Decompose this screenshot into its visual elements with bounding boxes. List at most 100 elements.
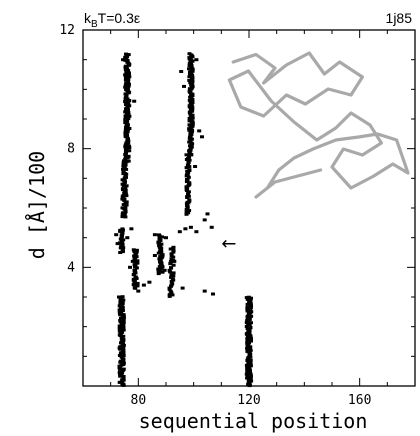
data-point	[123, 210, 128, 214]
data-point	[123, 163, 128, 167]
data-point	[245, 305, 250, 309]
data-point	[249, 321, 253, 325]
data-point	[124, 107, 129, 111]
data-point	[248, 361, 253, 365]
data-point	[244, 325, 249, 328]
data-point	[248, 306, 253, 309]
data-point	[125, 60, 130, 64]
data-point	[124, 52, 128, 56]
y-tick-label: 8	[67, 142, 75, 157]
data-point	[132, 263, 137, 267]
data-point	[121, 327, 126, 331]
y-axis: 4 8 12	[59, 23, 415, 357]
data-point	[118, 310, 123, 313]
data-point	[185, 169, 190, 173]
data-point	[123, 215, 128, 219]
data-point	[172, 259, 177, 263]
data-point	[117, 354, 122, 357]
data-point	[244, 363, 249, 367]
data-point	[245, 349, 250, 353]
data-point	[202, 289, 207, 293]
data-point	[126, 69, 131, 73]
data-point	[132, 286, 137, 290]
data-point	[141, 283, 146, 287]
data-point	[152, 233, 157, 237]
data-point	[131, 277, 136, 281]
data-point	[158, 255, 163, 259]
data-point	[205, 212, 210, 216]
data-point	[123, 200, 128, 204]
data-point	[248, 348, 253, 352]
data-point	[131, 283, 136, 287]
data-point	[117, 295, 121, 299]
data-point	[132, 99, 137, 103]
data-point	[121, 345, 126, 349]
annotation-arrow: ←	[221, 234, 236, 255]
data-point	[190, 113, 195, 117]
protein-backbone-trace	[227, 51, 410, 199]
data-point	[247, 379, 251, 382]
data-point	[133, 275, 138, 279]
data-point	[184, 180, 189, 184]
data-point	[187, 158, 192, 162]
data-point	[185, 206, 190, 210]
data-point	[121, 170, 126, 174]
data-point	[118, 319, 123, 322]
title-left-rest: T=0.3ε	[98, 10, 140, 26]
data-point	[120, 227, 125, 231]
data-point	[245, 308, 250, 312]
data-point	[124, 160, 129, 164]
data-point	[126, 82, 131, 86]
data-point	[123, 152, 128, 156]
data-point	[121, 367, 126, 371]
data-point	[121, 334, 126, 338]
data-point	[190, 107, 195, 111]
data-point	[127, 104, 132, 108]
data-point	[126, 154, 131, 158]
data-point	[129, 227, 134, 231]
data-point	[184, 210, 189, 214]
data-point	[121, 319, 126, 323]
data-point	[126, 79, 131, 83]
data-point	[121, 350, 126, 354]
data-point	[245, 297, 250, 301]
data-point	[124, 194, 129, 198]
data-point	[118, 246, 123, 250]
data-point	[182, 84, 186, 88]
data-point	[187, 52, 192, 56]
data-point	[185, 163, 190, 167]
data-point	[121, 194, 126, 198]
data-point	[167, 286, 172, 290]
data-point	[126, 159, 131, 163]
data-point	[124, 146, 129, 150]
data-point	[120, 314, 125, 318]
data-point	[188, 225, 193, 229]
data-point	[248, 308, 253, 311]
data-point	[170, 293, 175, 297]
data-point	[247, 324, 252, 327]
data-point	[125, 236, 130, 240]
data-point	[211, 292, 215, 296]
data-point	[126, 137, 130, 141]
data-point	[121, 238, 126, 242]
x-axis: 80 120 160	[82, 30, 416, 408]
data-point	[123, 110, 128, 114]
data-point	[177, 230, 182, 234]
data-point	[120, 330, 125, 334]
data-point	[157, 243, 162, 247]
data-point	[188, 135, 193, 138]
protein-structure-inset	[227, 51, 410, 199]
data-point	[127, 99, 132, 102]
data-point	[197, 129, 202, 133]
data-point	[190, 69, 195, 73]
data-point	[124, 184, 129, 188]
data-point	[170, 277, 175, 281]
data-point	[152, 254, 157, 257]
data-point	[245, 371, 250, 374]
data-point	[167, 294, 172, 298]
data-point	[123, 73, 128, 77]
data-point	[156, 267, 161, 271]
data-point	[130, 259, 135, 263]
data-point	[244, 332, 249, 336]
